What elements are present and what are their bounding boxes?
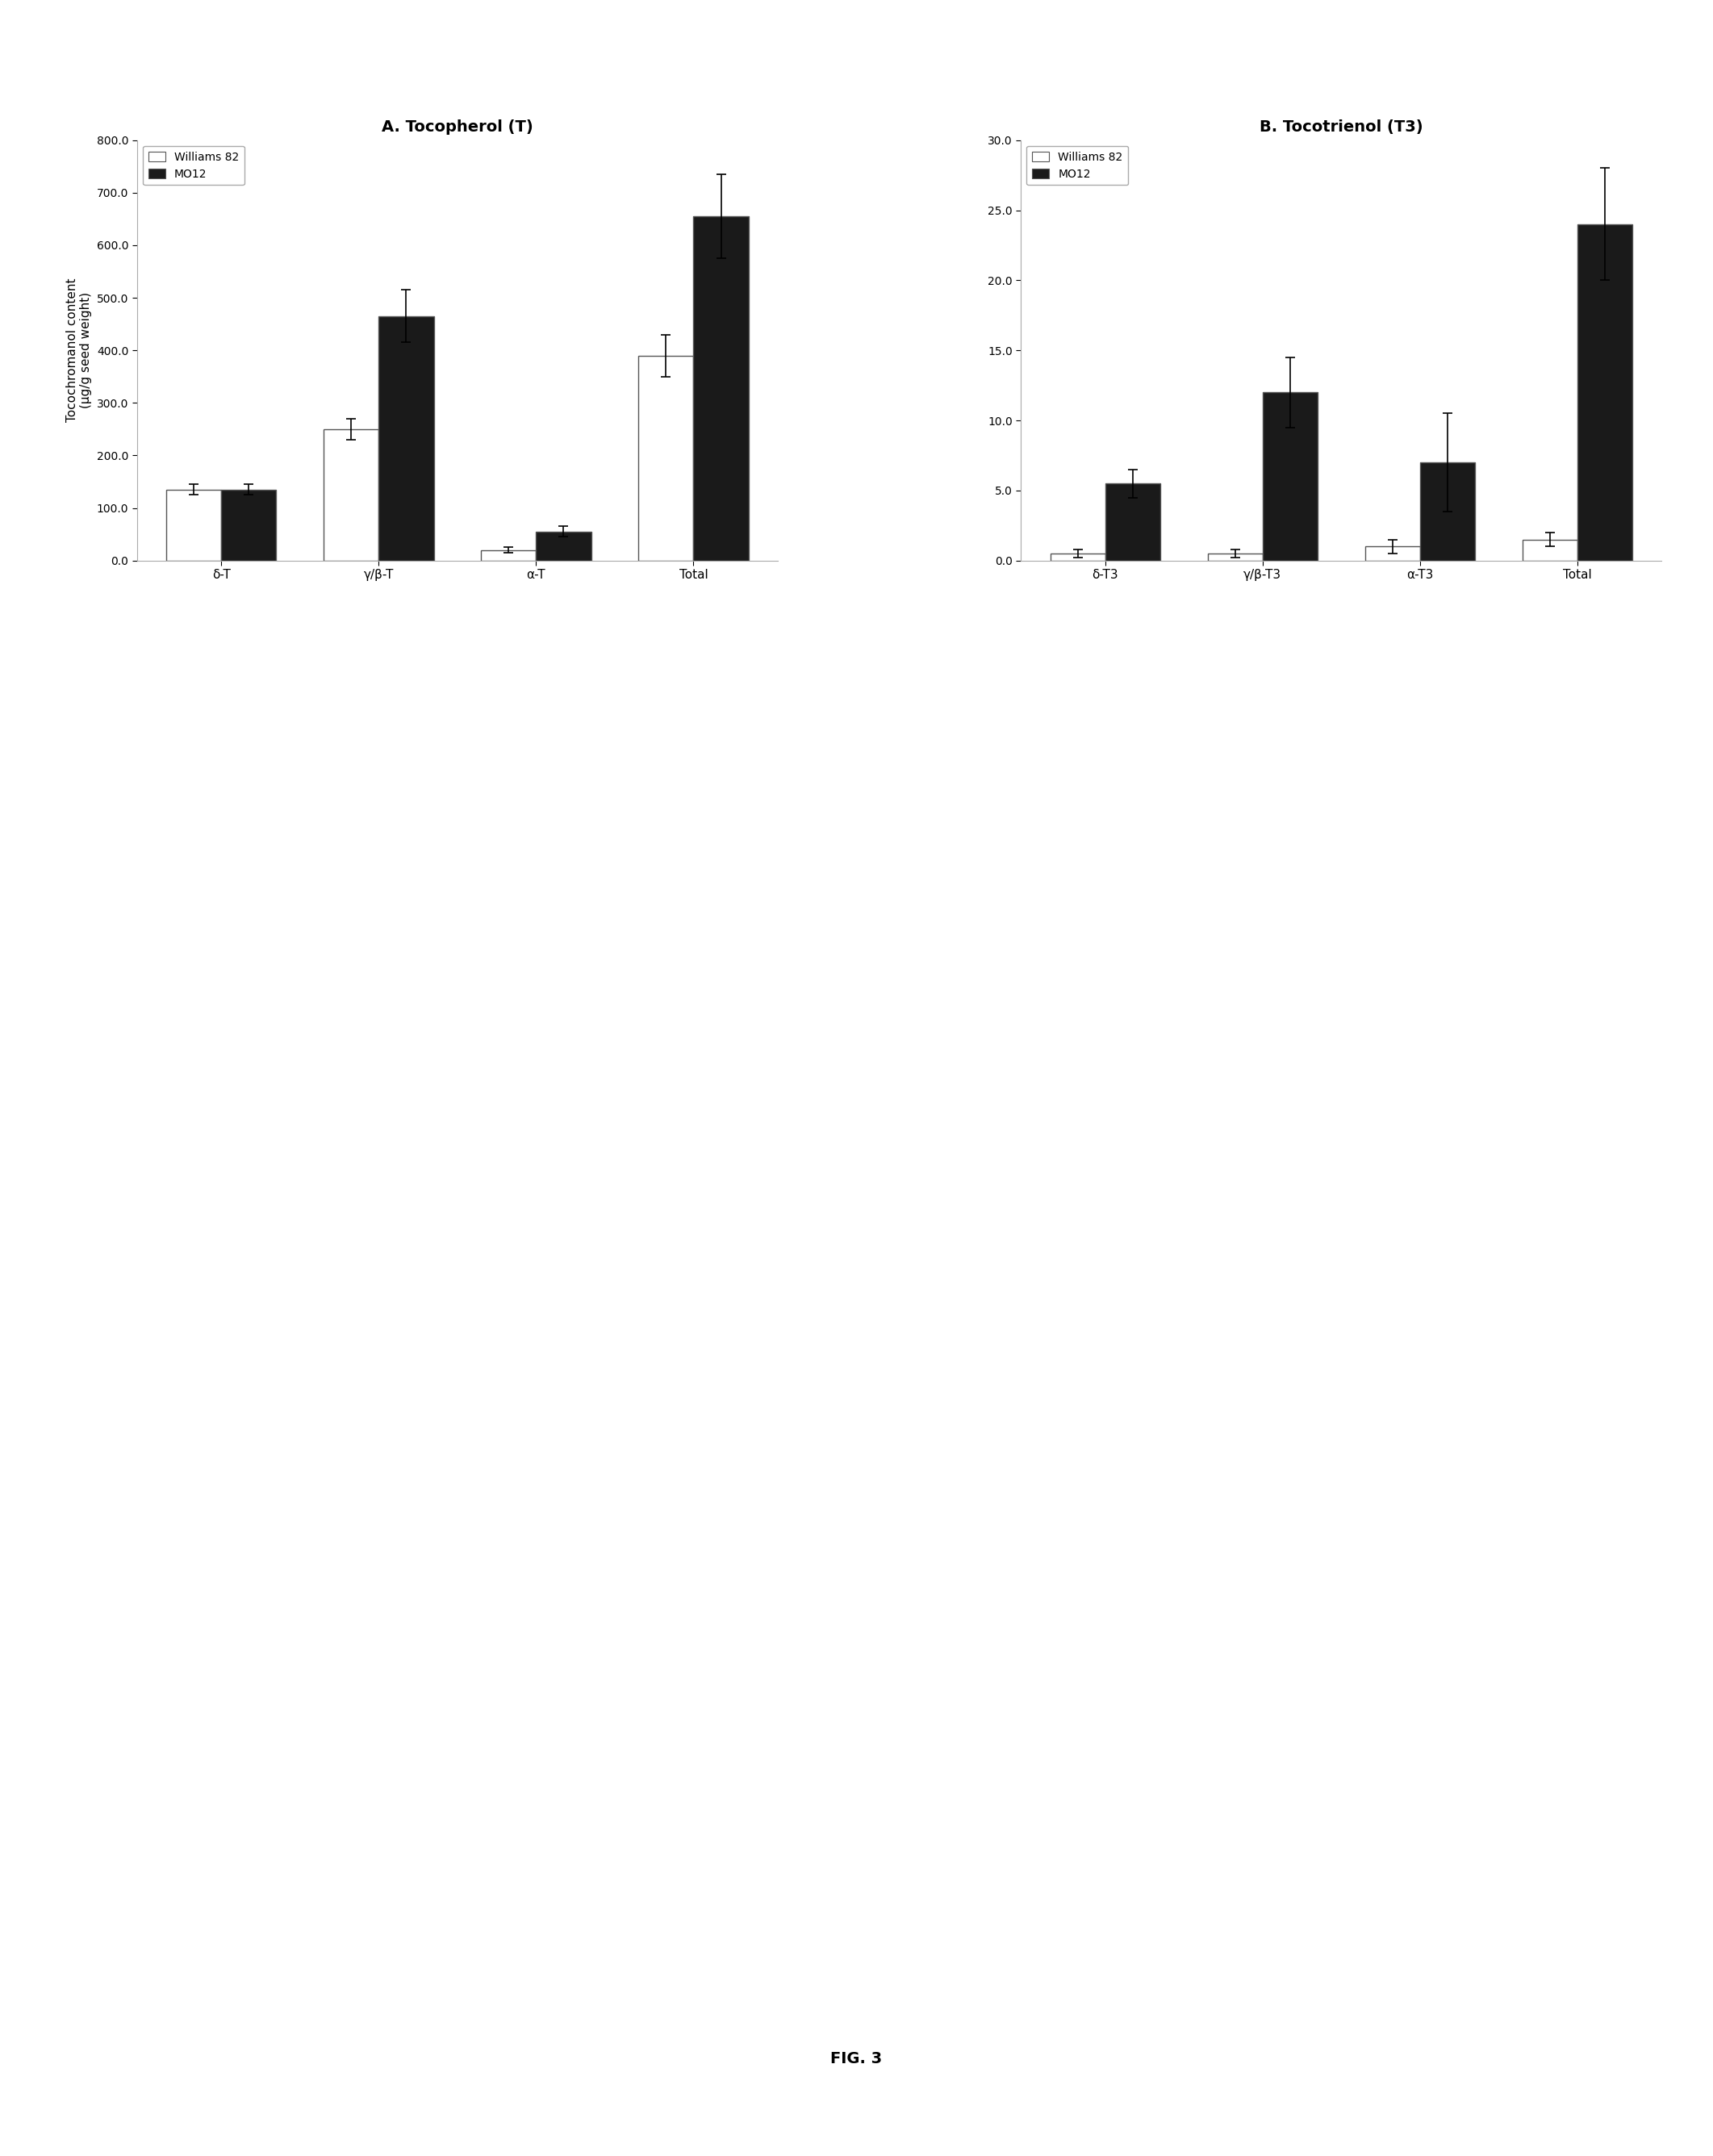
Bar: [379, 317, 433, 561]
Bar: [1050, 554, 1105, 561]
Bar: [221, 489, 276, 561]
Bar: [1262, 392, 1317, 561]
Bar: [1578, 224, 1632, 561]
Text: FIG. 3: FIG. 3: [831, 2050, 882, 2068]
Bar: [694, 216, 749, 561]
Bar: [1208, 554, 1262, 561]
Title: B. Tocotrienol (T3): B. Tocotrienol (T3): [1259, 119, 1424, 134]
Bar: [1105, 483, 1160, 561]
Bar: [536, 533, 591, 561]
Title: A. Tocopherol (T): A. Tocopherol (T): [382, 119, 533, 134]
Bar: [1365, 545, 1420, 561]
Legend: Williams 82, MO12: Williams 82, MO12: [142, 147, 245, 185]
Legend: Williams 82, MO12: Williams 82, MO12: [1026, 147, 1129, 185]
Bar: [1420, 461, 1475, 561]
Bar: [639, 356, 694, 561]
Bar: [324, 429, 379, 561]
Y-axis label: Tocochromanol content
(µg/g seed weight): Tocochromanol content (µg/g seed weight): [67, 278, 93, 423]
Bar: [1523, 539, 1578, 561]
Bar: [481, 550, 536, 561]
Bar: [166, 489, 221, 561]
